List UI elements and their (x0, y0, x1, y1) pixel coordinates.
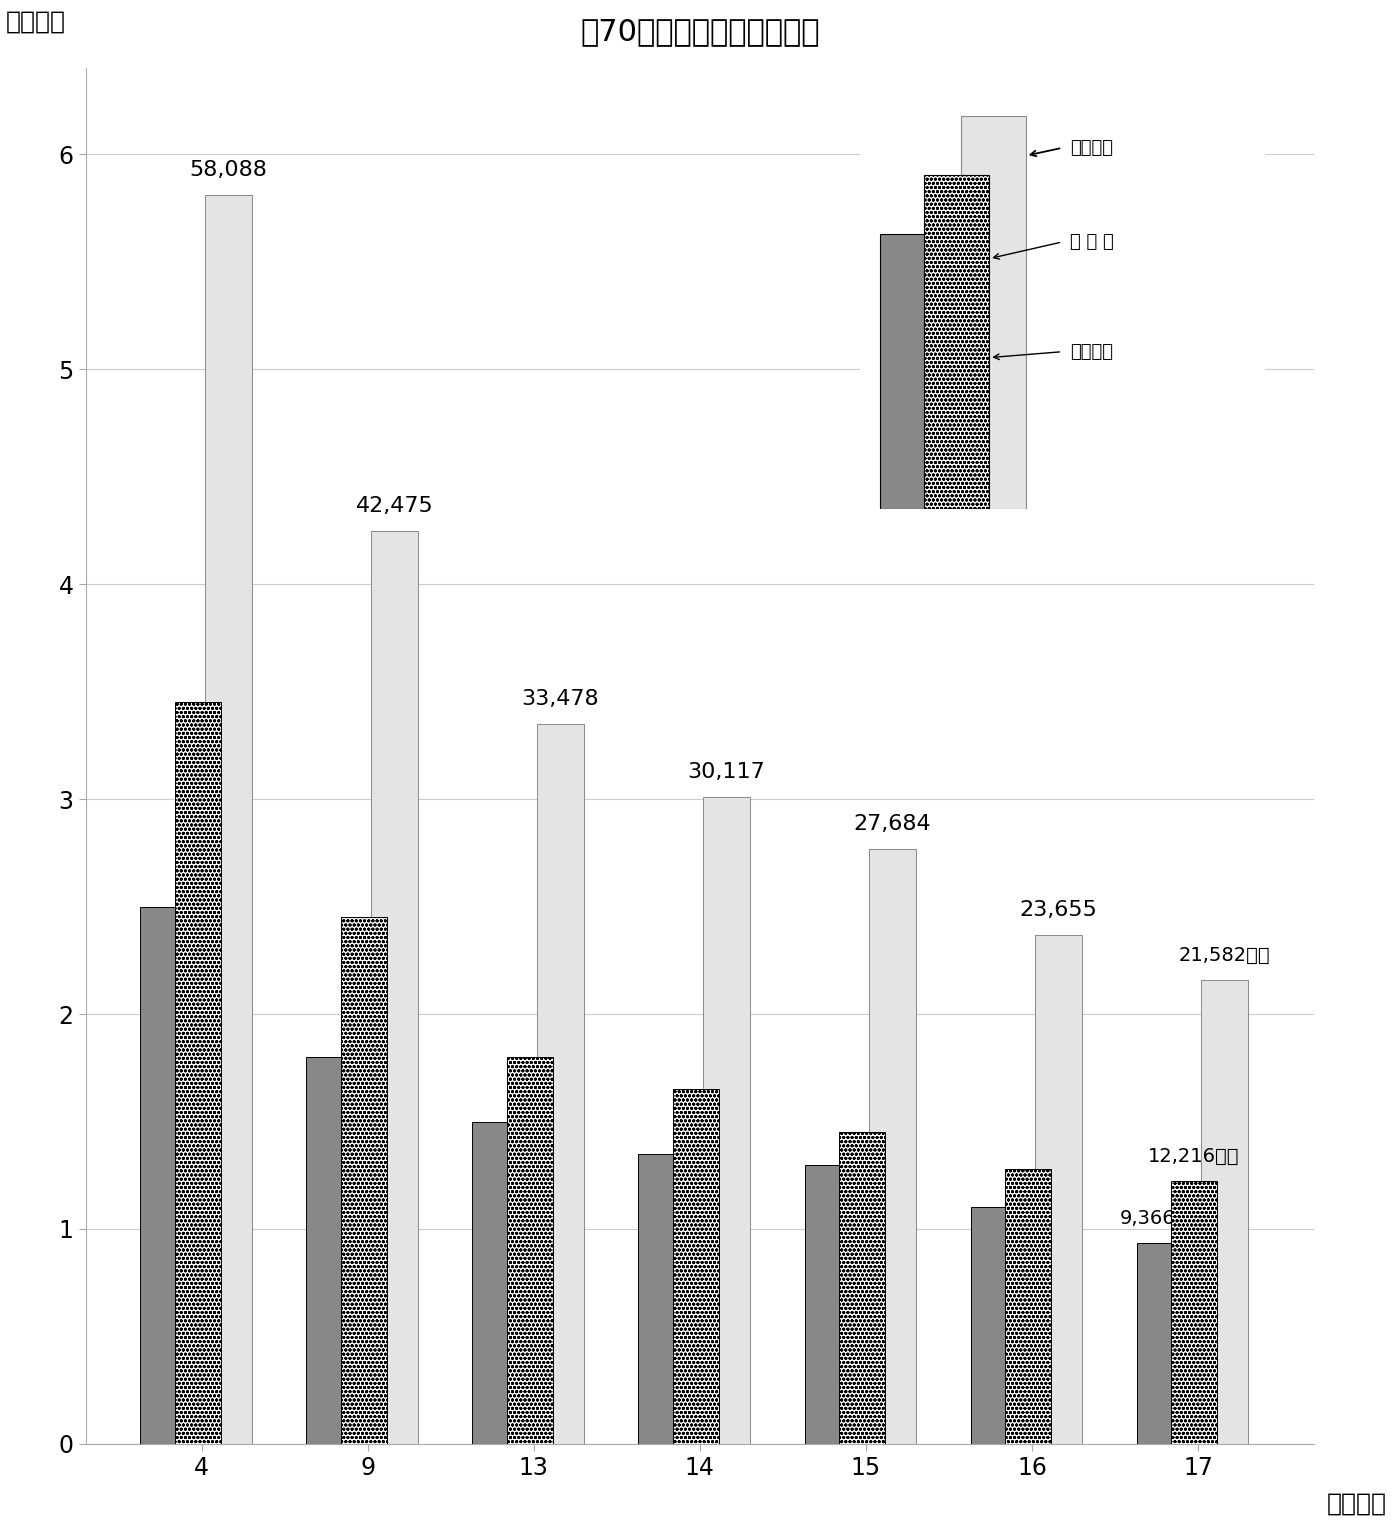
Text: 23,655: 23,655 (1019, 901, 1098, 920)
Bar (805, 1164, 851, 1443)
Bar (638, 1154, 685, 1443)
Bar (1137, 1242, 1183, 1443)
Bar (340, 917, 388, 1443)
Bar (970, 1207, 1016, 1443)
Text: 30,117: 30,117 (687, 762, 766, 782)
Bar (1170, 1181, 1218, 1443)
Text: （兆円）: （兆円） (6, 11, 66, 34)
Text: 12,216億円: 12,216億円 (1148, 1148, 1240, 1166)
Bar (206, 195, 252, 1443)
Title: 第70図　用地取得費の推移: 第70図 用地取得費の推移 (580, 18, 819, 47)
Bar (507, 1058, 553, 1443)
Bar (307, 1058, 353, 1443)
Bar (538, 724, 584, 1443)
Bar (703, 797, 750, 1443)
Bar (371, 530, 417, 1443)
Text: 42,475: 42,475 (356, 495, 434, 517)
Bar (1005, 1169, 1051, 1443)
Text: 58,088: 58,088 (189, 160, 267, 180)
Bar (839, 1132, 885, 1443)
Bar (869, 849, 916, 1443)
Bar (472, 1122, 519, 1443)
Bar (1201, 980, 1247, 1443)
Text: 9,366億円: 9,366億円 (1120, 1209, 1200, 1227)
Bar (175, 703, 221, 1443)
Bar (140, 907, 186, 1443)
Text: 27,684: 27,684 (854, 814, 931, 834)
Text: 21,582億円: 21,582億円 (1179, 946, 1270, 965)
Text: 33,478: 33,478 (522, 689, 599, 709)
Bar (1036, 936, 1082, 1443)
Bar (673, 1090, 720, 1443)
Text: （年度）: （年度） (1326, 1492, 1386, 1516)
